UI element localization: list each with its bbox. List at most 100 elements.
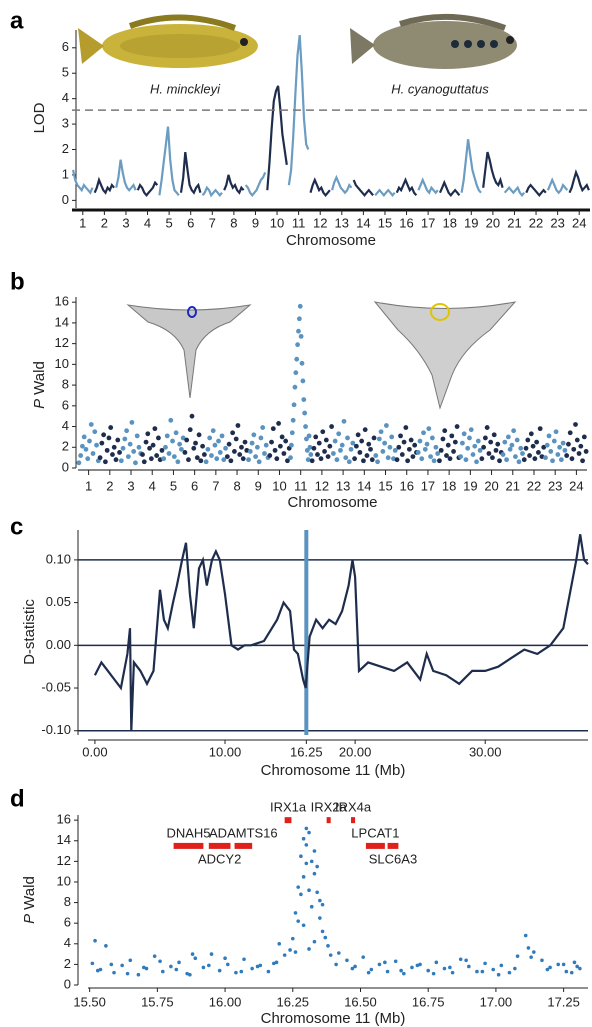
- snp-point: [318, 456, 324, 462]
- snp-point: [551, 438, 557, 444]
- snp-point: [296, 316, 302, 322]
- snp-point: [309, 458, 315, 464]
- y-tick-label: 10: [55, 356, 69, 371]
- snp-point: [230, 430, 236, 436]
- y-tick-label: -0.05: [41, 679, 71, 694]
- snp-point: [279, 434, 285, 440]
- x-tick-label: 3: [127, 478, 134, 493]
- snp-point: [104, 944, 108, 948]
- snp-point: [272, 447, 278, 453]
- x-tick-label: 16.75: [412, 994, 445, 1009]
- y-tick-label: 3: [62, 116, 69, 131]
- snp-point: [431, 971, 436, 976]
- snp-point: [412, 442, 418, 448]
- snp-point: [270, 426, 276, 432]
- snp-point: [375, 459, 380, 465]
- snp-point: [109, 962, 114, 967]
- snp-point: [353, 964, 357, 969]
- snp-point: [410, 454, 416, 459]
- snp-point: [171, 454, 177, 459]
- x-tick-label: 16.25: [290, 744, 323, 759]
- x-tick-label: 24: [572, 215, 586, 230]
- snp-point: [250, 966, 254, 971]
- snp-point: [122, 436, 128, 442]
- snp-point: [438, 447, 444, 453]
- gene-label: DNAH5: [166, 825, 210, 840]
- snp-point: [467, 964, 471, 969]
- snp-point: [203, 459, 209, 465]
- snp-point: [90, 961, 95, 966]
- snp-point: [408, 437, 414, 443]
- snp-point: [550, 458, 555, 464]
- x-tick-label: 7: [212, 478, 219, 493]
- snp-point: [525, 437, 531, 443]
- snp-point: [102, 459, 108, 465]
- snp-point: [169, 964, 173, 969]
- snp-point: [175, 459, 181, 465]
- y-tick-label: 14: [57, 832, 71, 847]
- x-tick-label: 11: [292, 215, 306, 230]
- y-tick-label: 16: [57, 812, 71, 827]
- snp-point: [518, 445, 524, 451]
- snp-point: [475, 438, 481, 444]
- snp-point: [528, 431, 534, 437]
- gene-bar: [208, 842, 231, 849]
- snp-point: [300, 378, 306, 384]
- snp-point: [571, 446, 577, 452]
- snp-point: [353, 443, 359, 449]
- snp-point: [221, 457, 227, 463]
- snp-point: [419, 456, 425, 462]
- panel-label: d: [10, 785, 25, 812]
- snp-point: [481, 444, 487, 450]
- lod-curve: [374, 188, 396, 198]
- lod-curve: [115, 159, 137, 192]
- snp-point: [348, 446, 354, 452]
- snp-point: [516, 459, 522, 465]
- snp-point: [428, 454, 433, 459]
- snp-point: [523, 445, 529, 451]
- snp-point: [513, 966, 517, 971]
- y-tick-label: 8: [64, 894, 71, 909]
- snp-point: [515, 954, 520, 958]
- snp-point: [415, 963, 420, 968]
- snp-point: [541, 444, 547, 450]
- snp-point: [421, 430, 426, 436]
- snp-point: [366, 441, 372, 447]
- snp-point: [239, 444, 244, 450]
- snp-point: [326, 944, 330, 948]
- x-axis-title: Chromosome 11 (Mb): [261, 762, 406, 779]
- y-axis-title-part: P: [31, 399, 48, 409]
- x-tick-label: 10: [270, 215, 284, 230]
- snp-point: [191, 445, 197, 451]
- snp-point: [97, 455, 103, 461]
- snp-point: [396, 444, 402, 450]
- snp-point: [463, 457, 469, 463]
- snp-point: [200, 443, 205, 449]
- snp-point: [426, 426, 432, 432]
- snp-point: [285, 458, 290, 464]
- snp-point: [129, 420, 135, 425]
- snp-point: [431, 458, 437, 464]
- snp-point: [247, 449, 253, 454]
- snp-point: [572, 960, 577, 965]
- snp-point: [553, 429, 559, 435]
- gene-bar: [173, 842, 204, 849]
- snp-point: [272, 961, 276, 966]
- snp-point: [338, 447, 343, 453]
- snp-point: [371, 435, 377, 441]
- snp-point: [398, 433, 403, 439]
- snp-point: [573, 422, 578, 427]
- snp-point: [239, 969, 244, 974]
- snp-point: [288, 948, 292, 952]
- x-tick-label: 17.25: [547, 994, 580, 1009]
- snp-point: [207, 435, 213, 441]
- snp-point: [328, 953, 333, 957]
- snp-point: [186, 457, 191, 463]
- snp-point: [500, 452, 506, 457]
- snp-point: [251, 432, 257, 438]
- snp-point: [389, 434, 395, 440]
- snp-point: [406, 446, 412, 452]
- y-tick-label: 6: [62, 39, 69, 54]
- snp-point: [136, 444, 142, 450]
- snp-point: [569, 970, 574, 975]
